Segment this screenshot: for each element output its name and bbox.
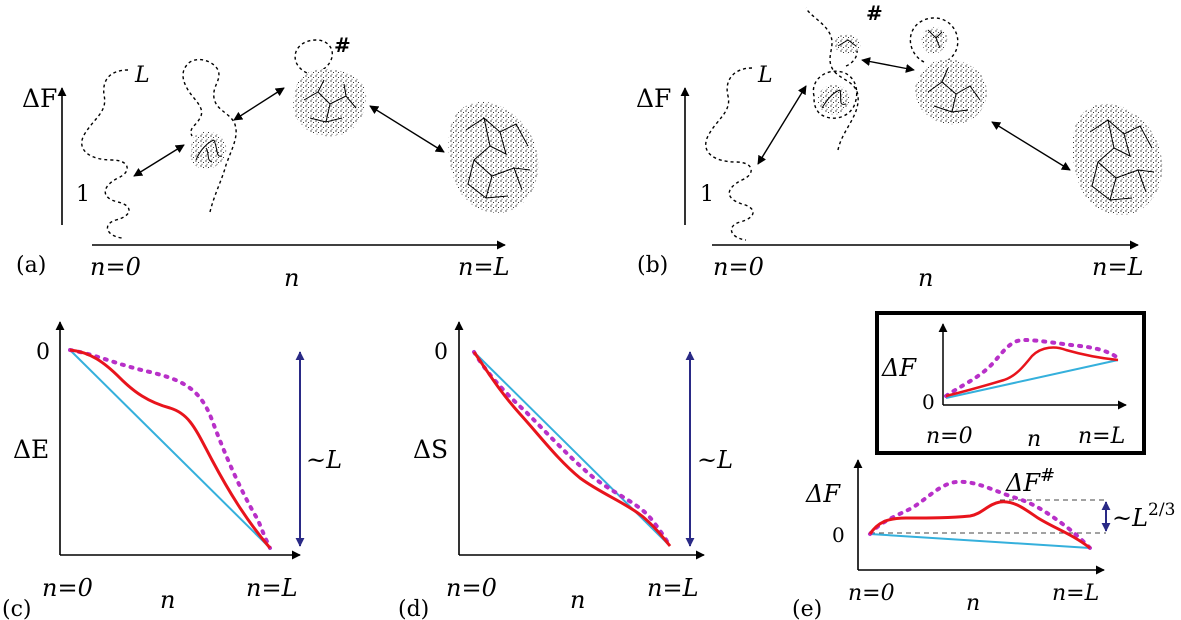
panel-b-x-start: n=0 [713,253,764,281]
panel-inset-x-start: n=0 [926,424,973,449]
panel-e-solid-curve [868,500,1091,550]
panel-inset-dotted-curve [944,337,1120,398]
panel-d-range: ~L [697,446,733,474]
panel-inset-straight-line [945,359,1119,399]
panel-b-folded-backbone [1089,119,1155,201]
panel-b-arrow-3 [991,121,1071,171]
panel-d-x-mid: n [570,586,585,614]
panel-c-straight-line [69,349,271,549]
panel-c-label: (c) [2,597,32,620]
panel-e-straight-line [869,533,1091,549]
panel-b-critical-nucleus-backbone [927,67,981,113]
panel-a-ylabel: ΔF [22,84,57,113]
panel-a-critical-nucleus [293,68,367,137]
panel-a-critical-chain [294,39,334,81]
panel-inset-zero: 0 [922,390,935,414]
panel-c-x-end: n=L [246,574,298,602]
panel-b-x-mid: n [918,264,933,292]
panel-b-nucleus-mini [833,34,861,54]
panel-c-x-mid: n [160,586,175,614]
panel-inset-solid-curve [945,346,1119,398]
panel-d-x-start: n=0 [446,574,497,602]
panel-a-critical-nucleus-backbone [303,79,357,123]
panel-e-label: (e) [792,597,822,620]
panel-inset-frame [875,311,1146,455]
panel-c-x-start: n=0 [42,574,93,602]
panel-e-x-start: n=0 [848,581,895,606]
panel-e-dotted-curve [868,479,1092,550]
panel-b-small-nucleus-outline [812,70,858,119]
panel-a-chain-end: L [134,63,150,88]
panel-c: 0 ΔE (c) n=0 n n=L ~L [2,321,342,620]
panel-inset-x-mid: n [1027,427,1041,452]
panel-b: ΔF (b) n=0 n n=L 1 L # [636,1,1163,292]
panel-a-small-nucleus-backbone [195,139,223,163]
panel-b-nucleus-marker: # [866,1,883,25]
panel-a-arrow-3 [369,105,445,153]
panel-b-folded-nucleus [1072,103,1163,215]
panel-b-unfolded-chain [705,67,754,241]
panel-a-arrow-1 [133,144,185,177]
panel-d-straight-line [473,351,671,547]
panel-e-x-mid: n [966,591,980,616]
panel-d-x-end: n=L [647,574,699,602]
panel-d: 0 ΔS (d) n=0 n n=L ~L [398,321,733,620]
panel-d-zero: 0 [434,340,448,365]
panel-e-barrier-sup: # [1040,465,1055,486]
panel-a-unfolded-chain [81,69,130,239]
panel-a-arrow-2 [233,87,285,121]
panel-e-x-end: n=L [1052,581,1099,606]
panel-a-x-mid: n [284,264,299,292]
panel-e-zero: 0 [832,523,845,547]
panel-b-arrow-1 [757,85,807,165]
panel-b-partial-chain [805,7,859,151]
panel-b-arrow-2 [861,57,915,73]
panel-a-partial-chain [182,58,237,213]
panel-b-x-end: n=L [1092,253,1144,281]
panel-b-small-nucleus-backbone [821,89,847,109]
panel-c-zero: 0 [36,340,50,365]
panel-a-x-start: n=0 [90,253,141,281]
panel-a-small-nucleus [190,131,227,169]
panel-d-solid-curve [472,351,672,547]
panel-a-chain-start: 1 [76,182,90,207]
panel-d-ylabel: ΔS [413,435,448,464]
panel-a-x-end: n=L [458,253,510,281]
panel-d-label: (d) [398,597,429,620]
panel-b-chain-start: 1 [700,182,714,207]
panel-b-critical-chain [909,17,959,63]
panel-e-ylabel: ΔF [805,480,841,508]
panel-a-label: (a) [16,253,46,278]
panel-b-critical-nucleus-top-backbone [927,29,943,49]
panel-b-critical-nucleus [915,59,987,125]
panel-inset: ΔF 0 n=0 n n=L [875,311,1146,455]
panel-e-range-sup: 2/3 [1148,500,1175,520]
panel-b-nucleus-mini-backbone [837,39,857,47]
panel-inset-x-end: n=L [1078,424,1125,449]
panel-b-chain-end: L [757,63,773,88]
panel-a: ΔF (a) n=0 n n=L 1 L # [16,33,539,292]
panel-d-dotted-curve [472,350,672,548]
panel-a-folded-backbone [465,117,531,199]
panel-e-barrier-label: ΔF# [1005,465,1055,497]
panel-c-solid-curve [69,348,272,549]
panel-c-range: ~L [306,446,342,474]
panel-b-critical-nucleus-top [921,27,948,54]
panel-b-small-nucleus [818,84,850,115]
panel-inset-ylabel: ΔF [881,354,917,382]
panel-a-folded-nucleus [448,101,539,213]
panel-b-ylabel: ΔF [636,84,671,113]
panel-a-nucleus-marker: # [334,33,351,57]
panel-e-range-label: ~L2/3 [1112,500,1175,532]
panel-e: ΔF 0 (e) n=0 n n=L ΔF# ~L2/3 [792,459,1175,620]
panel-c-ylabel: ΔE [13,435,49,464]
panel-b-label: (b) [637,253,668,278]
panel-c-dotted-curve [68,348,272,550]
